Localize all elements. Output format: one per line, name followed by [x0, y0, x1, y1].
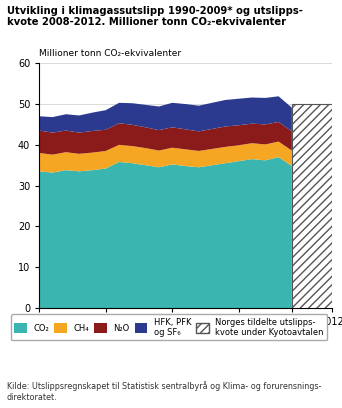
Text: kvote 2008-2012. Millioner tonn CO₂-ekvivalenter: kvote 2008-2012. Millioner tonn CO₂-ekvi…: [7, 17, 286, 27]
Text: Millioner tonn CO₂-ekvivalenter: Millioner tonn CO₂-ekvivalenter: [39, 49, 182, 58]
Legend: CO₂, CH₄, N₂O, HFK, PFK
og SF₆, Norges tildelte utslipps-
kvote under Kyotoavtal: CO₂, CH₄, N₂O, HFK, PFK og SF₆, Norges t…: [11, 314, 327, 340]
Text: Kilde: Utslippsregnskapet til Statistisk sentralbyrå og Klima- og forurensnings-: Kilde: Utslippsregnskapet til Statistisk…: [7, 381, 321, 402]
Bar: [292, 104, 332, 308]
Text: Utvikling i klimagassutslipp 1990-2009* og utslipps-: Utvikling i klimagassutslipp 1990-2009* …: [7, 6, 303, 16]
